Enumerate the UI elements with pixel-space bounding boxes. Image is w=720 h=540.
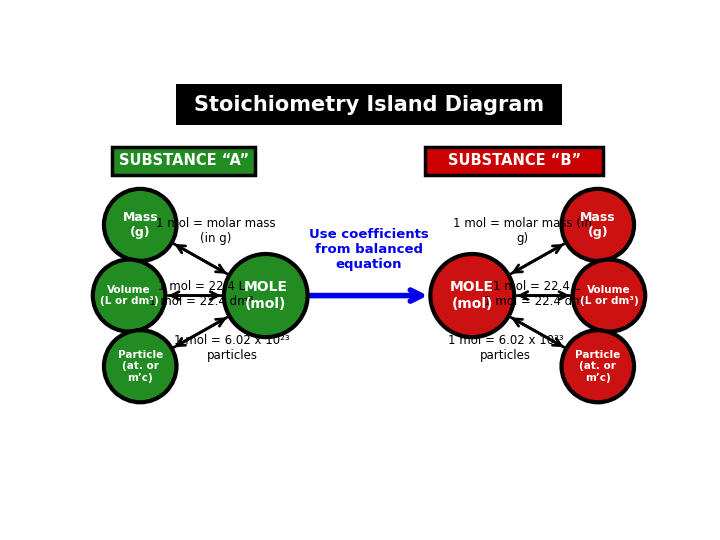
Ellipse shape [562, 189, 634, 261]
Text: Particle
(at. or
m’c): Particle (at. or m’c) [575, 350, 621, 383]
Ellipse shape [431, 254, 514, 337]
Text: Particle
(at. or
m’c): Particle (at. or m’c) [117, 350, 163, 383]
FancyBboxPatch shape [112, 147, 255, 175]
Ellipse shape [572, 260, 645, 332]
Text: 1 mol = 22.4 L: 1 mol = 22.4 L [158, 280, 246, 293]
Text: 1 mol = 6.02 x 10²³
particles: 1 mol = 6.02 x 10²³ particles [174, 334, 290, 362]
FancyBboxPatch shape [425, 147, 603, 175]
Text: Volume
(L or dm³): Volume (L or dm³) [580, 285, 639, 306]
Text: 1 mol = molar mass (in
g): 1 mol = molar mass (in g) [453, 217, 592, 245]
Text: Mass
(g): Mass (g) [580, 211, 616, 239]
Ellipse shape [562, 330, 634, 402]
Text: 1 mol = 22.4 dm³: 1 mol = 22.4 dm³ [150, 295, 253, 308]
FancyBboxPatch shape [176, 84, 562, 125]
Text: SUBSTANCE “B”: SUBSTANCE “B” [448, 153, 580, 168]
Ellipse shape [224, 254, 307, 337]
Text: Volume
(L or dm³): Volume (L or dm³) [99, 285, 158, 306]
Text: Use coefficients
from balanced
equation: Use coefficients from balanced equation [309, 228, 429, 271]
Text: MOLE
(mol): MOLE (mol) [244, 280, 288, 310]
Text: MOLE
(mol): MOLE (mol) [450, 280, 494, 310]
Ellipse shape [104, 189, 176, 261]
Text: 1 mol = 22.4 dm³: 1 mol = 22.4 dm³ [485, 295, 588, 308]
Text: 1 mol = 6.02 x 10²³
particles: 1 mol = 6.02 x 10²³ particles [448, 334, 564, 362]
Text: Mass
(g): Mass (g) [122, 211, 158, 239]
Text: 1 mol = 22.4 L: 1 mol = 22.4 L [492, 280, 580, 293]
Ellipse shape [104, 330, 176, 402]
Text: 1 mol = molar mass
(in g): 1 mol = molar mass (in g) [156, 217, 275, 245]
Ellipse shape [93, 260, 166, 332]
Text: SUBSTANCE “A”: SUBSTANCE “A” [119, 153, 249, 168]
Text: Stoichiometry Island Diagram: Stoichiometry Island Diagram [194, 94, 544, 114]
